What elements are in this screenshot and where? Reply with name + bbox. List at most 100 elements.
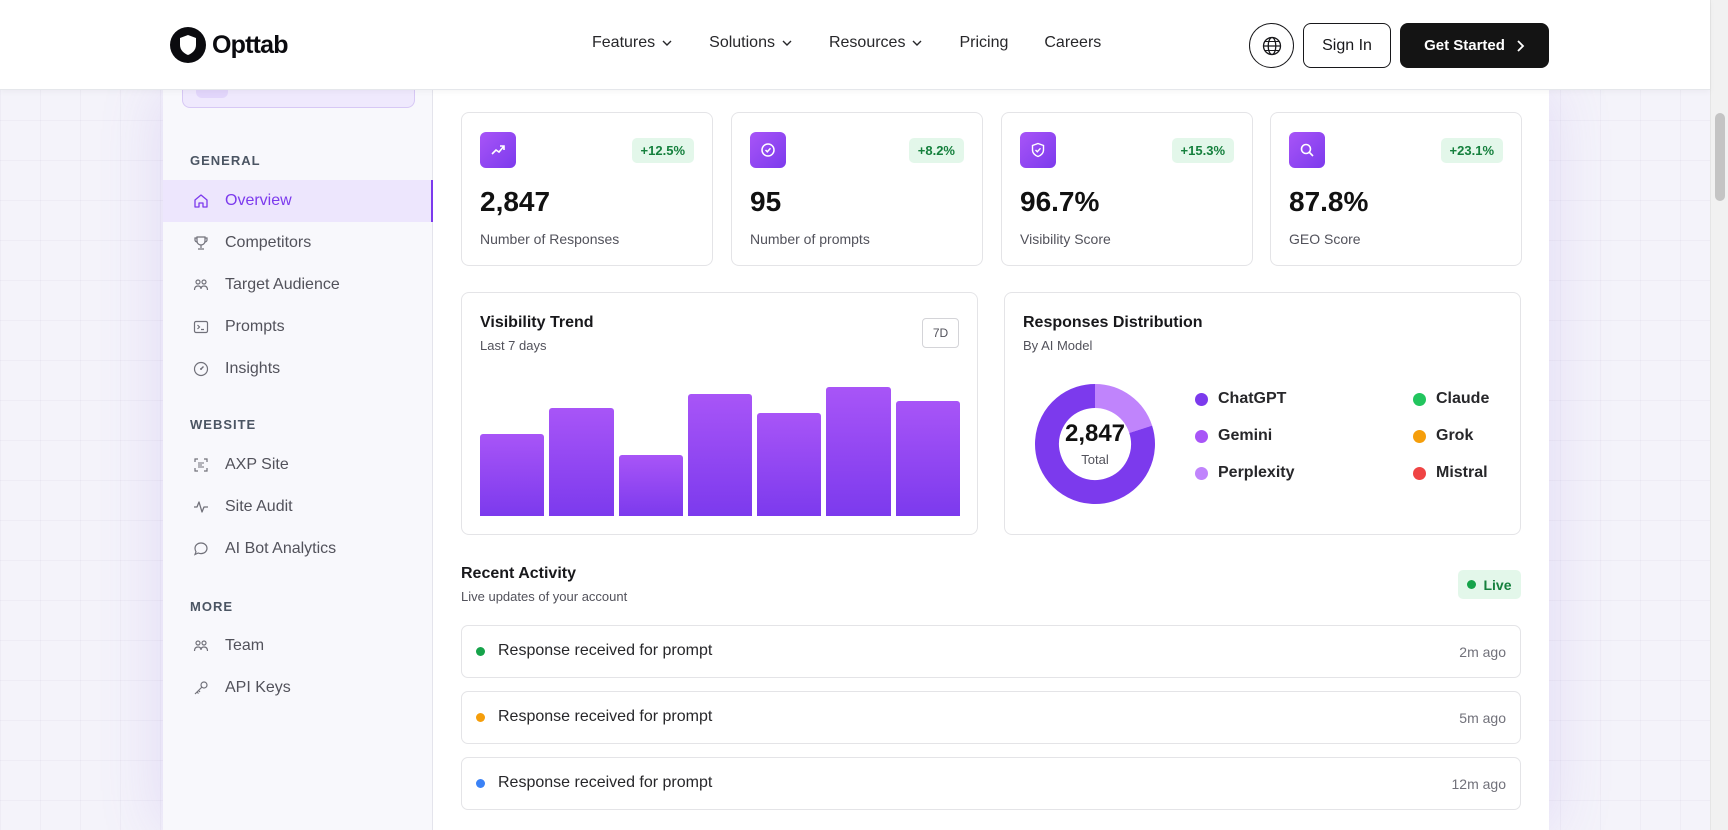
donut-svg (1035, 384, 1155, 504)
recent-activity-subtitle: Live updates of your account (461, 589, 628, 604)
legend-label: Perplexity (1218, 464, 1295, 481)
activity-icon (194, 501, 208, 513)
donut-center: 2,847 Total (1025, 374, 1165, 514)
legend-label: Claude (1436, 390, 1490, 407)
brand-logo[interactable]: Opttab (170, 27, 289, 63)
stat-change-badge: +23.1% (1440, 138, 1503, 163)
nav-solutions[interactable]: Solutions (709, 34, 793, 52)
sidebar-section-more: MORE (190, 599, 233, 614)
nav-features[interactable]: Features (592, 34, 673, 52)
activity-row[interactable]: Response received for prompt 12m ago (461, 757, 1521, 810)
trend-bar (757, 413, 822, 516)
team-icon (193, 640, 209, 652)
workspace-card[interactable] (182, 86, 415, 108)
sidebar-item-overview[interactable]: Overview (163, 180, 433, 222)
language-button[interactable] (1249, 23, 1294, 68)
stat-label: GEO Score (1289, 231, 1361, 247)
stat-label: Number of prompts (750, 231, 870, 247)
activity-time: 5m ago (1459, 710, 1506, 726)
activity-row[interactable]: Response received for prompt 2m ago (461, 625, 1521, 678)
stat-value: 95 (750, 186, 782, 217)
brand-name: Opttab (212, 30, 289, 59)
sidebar: GENERAL Overview Competitors Target Audi… (163, 86, 433, 830)
status-dot-icon (476, 713, 485, 722)
legend-dot (1195, 429, 1208, 443)
nav-solutions-label: Solutions (709, 34, 775, 51)
legend-gemini: Gemini (1195, 427, 1272, 445)
trend-bar (480, 434, 545, 516)
sidebar-item-prompts[interactable]: Prompts (163, 306, 433, 348)
chevron-down-icon (782, 40, 792, 46)
sidebar-section-general: GENERAL (190, 153, 261, 168)
chevron-down-icon (912, 40, 922, 46)
legend-claude: Claude (1413, 390, 1489, 408)
sidebar-item-label: Insights (225, 360, 281, 377)
get-started-label: Get Started (1424, 37, 1505, 54)
sidebar-item-label: Competitors (225, 234, 312, 251)
sidebar-item-api-keys[interactable]: API Keys (163, 667, 433, 709)
stat-value: 96.7% (1020, 186, 1100, 217)
nav-pricing[interactable]: Pricing (959, 34, 1008, 52)
sidebar-item-ai-bot-analytics[interactable]: AI Bot Analytics (163, 528, 433, 570)
activity-row[interactable]: Response received for prompt 5m ago (461, 691, 1521, 744)
scrollbar-thumb[interactable] (1715, 113, 1725, 201)
sidebar-item-target-audience[interactable]: Target Audience (163, 264, 433, 306)
panel-subtitle: By AI Model (1023, 338, 1093, 353)
activity-text: Response received for prompt (498, 708, 713, 725)
panel-title: Visibility Trend (480, 314, 594, 331)
nav-resources-label: Resources (828, 34, 906, 51)
legend-dot (1195, 466, 1208, 480)
legend-dot (1195, 392, 1208, 406)
nav-resources[interactable]: Resources (829, 34, 923, 52)
donut-slice (1035, 384, 1155, 504)
activity-time: 2m ago (1459, 644, 1506, 660)
chevron-down-icon (662, 40, 672, 46)
shield-check-icon (1020, 132, 1056, 168)
sidebar-item-insights[interactable]: Insights (163, 348, 433, 390)
legend-perplexity: Perplexity (1195, 464, 1294, 482)
nav-pricing-label: Pricing (959, 34, 1009, 51)
stat-card-prompts: +8.2% 95 Number of prompts (731, 112, 983, 266)
visibility-trend-panel: Visibility Trend Last 7 days 7D (461, 292, 978, 535)
sidebar-item-label: AXP Site (225, 456, 289, 473)
donut-total-label: Total (1081, 451, 1109, 467)
panel-title: Responses Distribution (1023, 314, 1203, 331)
stat-card-geo: +23.1% 87.8% GEO Score (1270, 112, 1522, 266)
gauge-icon (193, 361, 209, 377)
legend-dot (1413, 466, 1426, 480)
sidebar-section-website: WEBSITE (190, 417, 257, 432)
legend-label: Mistral (1436, 464, 1488, 481)
chevron-right-icon (1517, 39, 1525, 52)
sidebar-item-label: Prompts (225, 318, 285, 335)
check-circle-icon (750, 132, 786, 168)
shield-logo-icon (170, 27, 206, 63)
message-circle-icon (193, 542, 208, 556)
legend-mistral: Mistral (1413, 464, 1488, 482)
legend-label: ChatGPT (1218, 390, 1287, 407)
sign-in-button[interactable]: Sign In (1303, 23, 1391, 68)
legend-label: Grok (1436, 427, 1474, 444)
responses-distribution-panel: Responses Distribution By AI Model 2,847… (1004, 292, 1521, 535)
trend-bar (687, 393, 753, 516)
live-dot-icon (1467, 580, 1477, 589)
sidebar-item-team[interactable]: Team (163, 625, 433, 667)
users-icon (193, 279, 209, 291)
trend-bar (618, 455, 683, 516)
range-selector[interactable]: 7D (922, 318, 959, 348)
search-icon (1289, 132, 1325, 168)
sidebar-item-axp-site[interactable]: AXP Site (163, 444, 433, 486)
live-badge: Live (1458, 570, 1521, 599)
sidebar-item-site-audit[interactable]: Site Audit (163, 486, 433, 528)
globe-icon (1262, 36, 1281, 55)
nav-careers-label: Careers (1044, 34, 1102, 51)
top-navbar: Opttab Features Solutions Resources Pric… (0, 0, 1710, 90)
page-scrollbar[interactable] (1710, 0, 1728, 830)
get-started-button[interactable]: Get Started (1400, 23, 1549, 68)
stat-card-visibility: +15.3% 96.7% Visibility Score (1001, 112, 1253, 266)
sidebar-item-competitors[interactable]: Competitors (163, 222, 433, 264)
stat-value: 2,847 (480, 186, 551, 217)
nav-careers[interactable]: Careers (1044, 34, 1101, 52)
main-nav: Features Solutions Resources Pricing Car… (592, 34, 1137, 52)
legend-label: Gemini (1218, 427, 1273, 444)
stat-change-badge: +15.3% (1171, 138, 1234, 163)
